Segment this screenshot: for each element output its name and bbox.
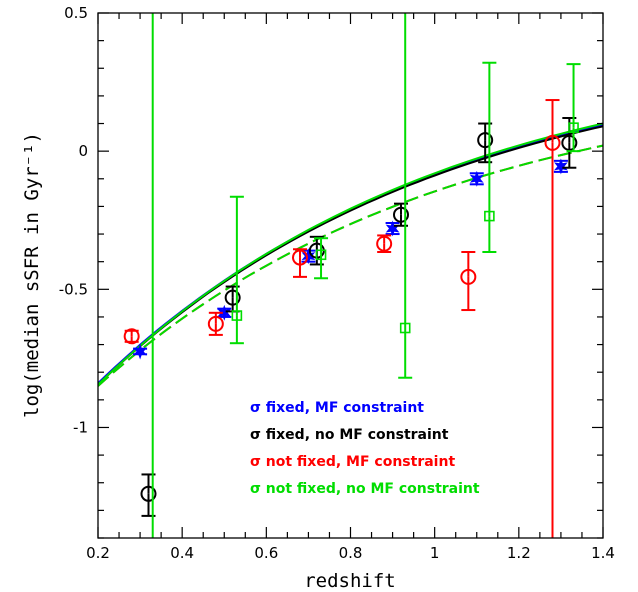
data-point-1-4 [477, 132, 494, 149]
data-point-3-2 [315, 249, 327, 261]
plot-clipped-group [98, 13, 603, 538]
y-axis-title: log(median sSFR in Gyr⁻¹) [21, 132, 43, 418]
x-tick-label: 1 [430, 544, 440, 562]
x-tick-label: 1.2 [507, 544, 531, 562]
data-point-2-5 [544, 134, 561, 151]
data-point-0-1 [217, 304, 232, 321]
x-axis-title: redshift [304, 570, 396, 592]
data-point-1-3 [393, 206, 409, 223]
data-point-0-5 [554, 158, 568, 175]
axes: 0.2 0.4 0.6 0.8 1 1.2 1.4 0.5 0 -0.5 -1 [59, 4, 615, 562]
legend-entry: σ fixed, no MF constraint [250, 427, 449, 443]
y-tick-label: -0.5 [59, 280, 88, 298]
data-point-3-4 [484, 210, 495, 222]
x-tick-label: 0.8 [339, 544, 363, 562]
y-tick-label: 0 [78, 142, 88, 160]
data-point-0-2 [301, 248, 316, 265]
data-point-3-3 [399, 322, 411, 334]
data-point-2-0 [123, 328, 140, 345]
legend-entry: σ fixed, MF constraint [250, 400, 424, 416]
data-point-0-0 [133, 343, 147, 360]
data-point-2-4 [460, 268, 477, 285]
data-point-1-0 [140, 485, 157, 502]
x-tick-label: 0.6 [254, 544, 278, 562]
data-point-1-1 [224, 289, 241, 306]
data-point-3-5 [568, 122, 579, 133]
data-point-2-1 [207, 315, 224, 332]
plot-area [98, 13, 603, 538]
x-tick-label: 0.2 [86, 544, 110, 562]
legend: σ fixed, MF constraint σ fixed, no MF con… [250, 400, 480, 497]
legend-entry: σ not fixed, no MF constraint [250, 481, 480, 497]
data-point-2-2 [292, 249, 308, 266]
fit-curve-series-3 [98, 122, 603, 386]
data-point-3-1 [231, 310, 243, 321]
y-tick-label: 0.5 [64, 4, 88, 22]
data-point-2-3 [376, 235, 393, 252]
data-point-1-5 [561, 134, 578, 151]
data-point-0-4 [469, 170, 484, 187]
legend-entry: σ not fixed, MF constraint [250, 454, 455, 470]
x-tick-label: 1.4 [591, 544, 615, 562]
y-tick-label: -1 [73, 418, 88, 436]
x-tick-label: 0.4 [170, 544, 194, 562]
fit-curve-series-3-alt [98, 144, 603, 387]
